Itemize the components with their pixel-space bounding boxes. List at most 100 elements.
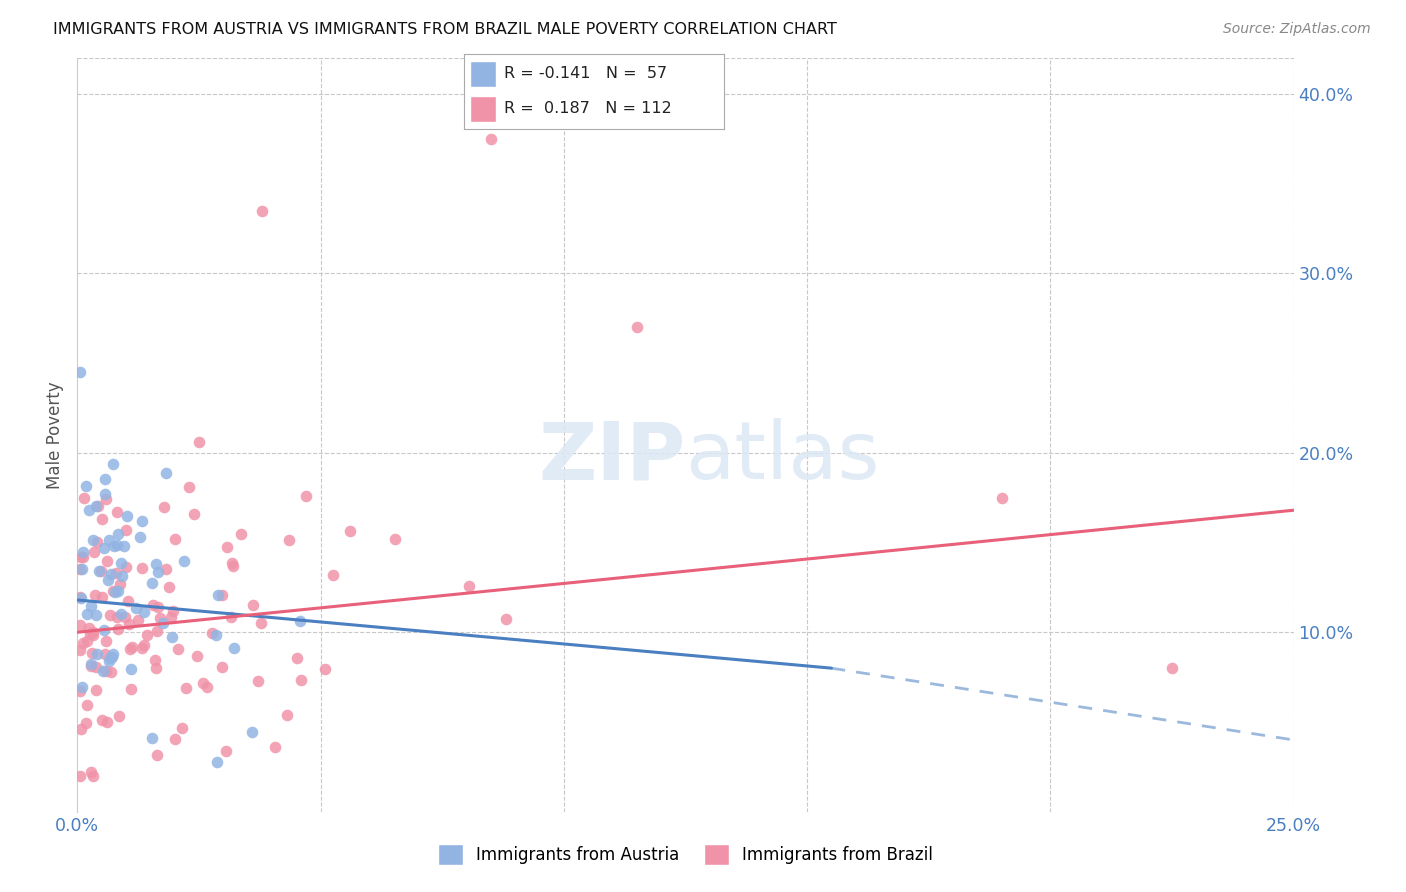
Point — [77, 621, 100, 635]
Point — [155, 562, 177, 576]
Point — [80, 599, 103, 614]
Point — [118, 616, 141, 631]
Point — [93, 541, 115, 556]
Point — [82, 628, 104, 642]
Point — [70, 549, 93, 564]
Point — [118, 641, 141, 656]
Point — [69, 591, 91, 605]
Point — [86, 647, 108, 661]
Point — [117, 594, 139, 608]
Point — [162, 630, 184, 644]
Point — [69, 683, 91, 698]
Point — [120, 681, 142, 696]
Point — [80, 659, 103, 673]
Point — [69, 618, 91, 632]
Point — [70, 561, 93, 575]
Point — [240, 724, 263, 739]
Point — [157, 580, 180, 594]
Point — [94, 647, 117, 661]
Point — [94, 472, 117, 486]
Point — [69, 642, 91, 657]
Point — [100, 665, 122, 679]
Point — [83, 588, 105, 602]
Point — [84, 682, 107, 697]
Point — [76, 607, 98, 621]
Point — [101, 584, 124, 599]
Point — [70, 722, 93, 736]
Point — [111, 569, 134, 583]
Point — [290, 673, 312, 687]
Point — [121, 640, 143, 655]
Point — [132, 605, 155, 619]
Point — [101, 650, 124, 665]
Point — [93, 486, 115, 500]
Point — [91, 713, 114, 727]
Point — [163, 532, 186, 546]
Point — [105, 610, 128, 624]
Point — [96, 714, 118, 729]
Text: IMMIGRANTS FROM AUSTRIA VS IMMIGRANTS FROM BRAZIL MALE POVERTY CORRELATION CHART: IMMIGRANTS FROM AUSTRIA VS IMMIGRANTS FR… — [53, 22, 838, 37]
Point — [103, 647, 125, 661]
Point — [83, 545, 105, 559]
Point — [82, 769, 104, 783]
FancyBboxPatch shape — [471, 96, 496, 122]
Point — [72, 549, 94, 564]
Point — [229, 526, 252, 541]
Point — [101, 457, 124, 471]
Point — [131, 640, 153, 655]
Point — [69, 365, 91, 379]
Point — [131, 561, 153, 575]
Point — [141, 731, 163, 745]
Point — [188, 435, 211, 450]
Point — [90, 512, 112, 526]
Point — [207, 755, 229, 769]
Point — [70, 591, 93, 605]
Point — [72, 636, 94, 650]
Point — [94, 664, 117, 678]
Point — [285, 650, 308, 665]
Point — [104, 585, 127, 599]
Point — [215, 540, 238, 554]
Point — [98, 651, 121, 665]
Point — [84, 499, 107, 513]
Point — [105, 505, 128, 519]
Point — [250, 203, 273, 218]
Point — [94, 634, 117, 648]
Point — [990, 491, 1012, 505]
Point — [96, 491, 118, 506]
Point — [249, 616, 271, 631]
Text: R =  0.187   N = 112: R = 0.187 N = 112 — [505, 102, 672, 116]
Point — [145, 661, 167, 675]
Point — [77, 503, 100, 517]
Point — [107, 622, 129, 636]
Text: ZIP: ZIP — [538, 418, 686, 497]
Point — [96, 554, 118, 568]
Point — [86, 499, 108, 513]
Y-axis label: Male Poverty: Male Poverty — [46, 381, 65, 489]
Point — [110, 607, 132, 622]
Point — [211, 588, 233, 602]
Point — [115, 508, 138, 523]
Point — [97, 573, 120, 587]
Point — [107, 527, 129, 541]
Point — [110, 556, 132, 570]
Point — [89, 564, 111, 578]
Point — [458, 579, 481, 593]
Point — [142, 599, 165, 613]
Point — [495, 612, 517, 626]
Point — [215, 744, 238, 758]
Point — [153, 500, 176, 514]
Point — [219, 609, 242, 624]
Point — [114, 609, 136, 624]
Point — [148, 599, 170, 614]
Point — [69, 769, 91, 783]
Point — [69, 562, 91, 576]
Point — [173, 554, 195, 568]
Point — [276, 708, 298, 723]
Point — [242, 598, 264, 612]
Point — [93, 623, 115, 637]
Legend: Immigrants from Austria, Immigrants from Brazil: Immigrants from Austria, Immigrants from… — [430, 838, 941, 871]
Point — [75, 479, 97, 493]
Point — [384, 533, 406, 547]
Text: R = -0.141   N =  57: R = -0.141 N = 57 — [505, 67, 668, 81]
